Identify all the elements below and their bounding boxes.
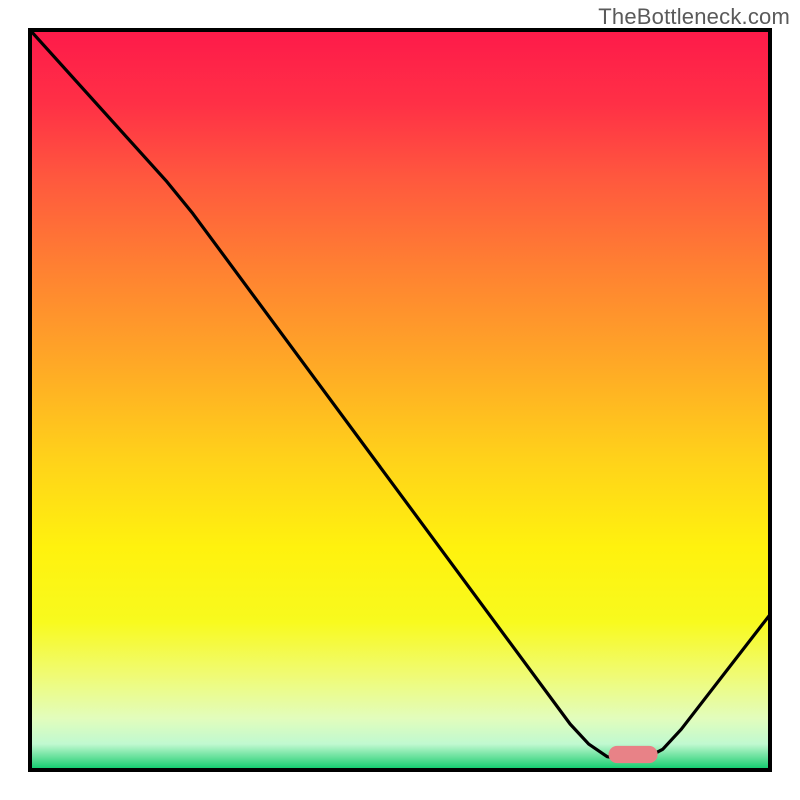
chart-container: TheBottleneck.com: [0, 0, 800, 800]
gradient-background: [30, 30, 770, 770]
optimal-marker: [609, 746, 657, 762]
watermark-text: TheBottleneck.com: [598, 4, 790, 30]
bottleneck-chart: [0, 0, 800, 800]
